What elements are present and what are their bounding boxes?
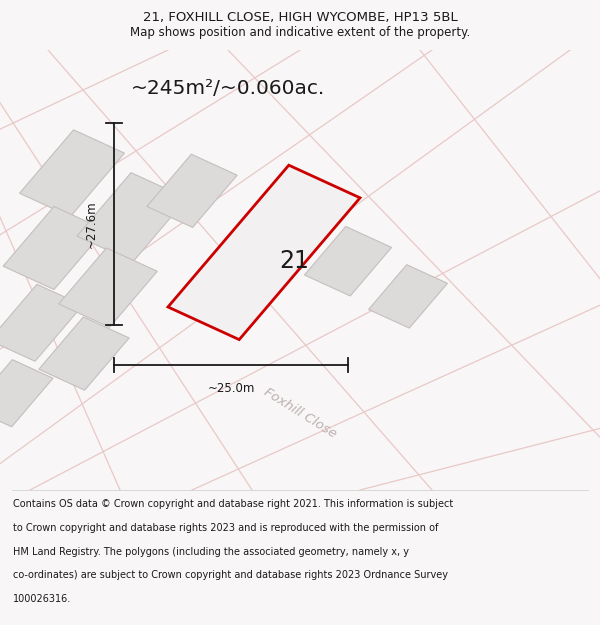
Text: 100026316.: 100026316.	[13, 594, 71, 604]
Text: Contains OS data © Crown copyright and database right 2021. This information is : Contains OS data © Crown copyright and d…	[13, 499, 454, 509]
Text: ~245m²/~0.060ac.: ~245m²/~0.060ac.	[131, 79, 325, 98]
Text: to Crown copyright and database rights 2023 and is reproduced with the permissio: to Crown copyright and database rights 2…	[13, 523, 439, 533]
Text: HM Land Registry. The polygons (including the associated geometry, namely x, y: HM Land Registry. The polygons (includin…	[13, 547, 409, 557]
Text: ~25.0m: ~25.0m	[208, 382, 254, 395]
Polygon shape	[304, 226, 392, 296]
Polygon shape	[20, 130, 124, 217]
Text: Map shows position and indicative extent of the property.: Map shows position and indicative extent…	[130, 26, 470, 39]
Polygon shape	[3, 206, 105, 289]
Polygon shape	[39, 317, 129, 390]
Polygon shape	[368, 264, 448, 328]
Text: 21: 21	[279, 249, 309, 273]
Polygon shape	[0, 359, 53, 427]
Text: ~27.6m: ~27.6m	[85, 200, 98, 248]
Text: Foxhill Close: Foxhill Close	[262, 386, 338, 441]
Polygon shape	[147, 154, 237, 228]
Polygon shape	[77, 173, 187, 262]
Text: co-ordinates) are subject to Crown copyright and database rights 2023 Ordnance S: co-ordinates) are subject to Crown copyr…	[13, 571, 448, 581]
Text: 21, FOXHILL CLOSE, HIGH WYCOMBE, HP13 5BL: 21, FOXHILL CLOSE, HIGH WYCOMBE, HP13 5B…	[143, 11, 457, 24]
Polygon shape	[59, 248, 157, 328]
Polygon shape	[168, 165, 360, 339]
Polygon shape	[0, 284, 83, 361]
